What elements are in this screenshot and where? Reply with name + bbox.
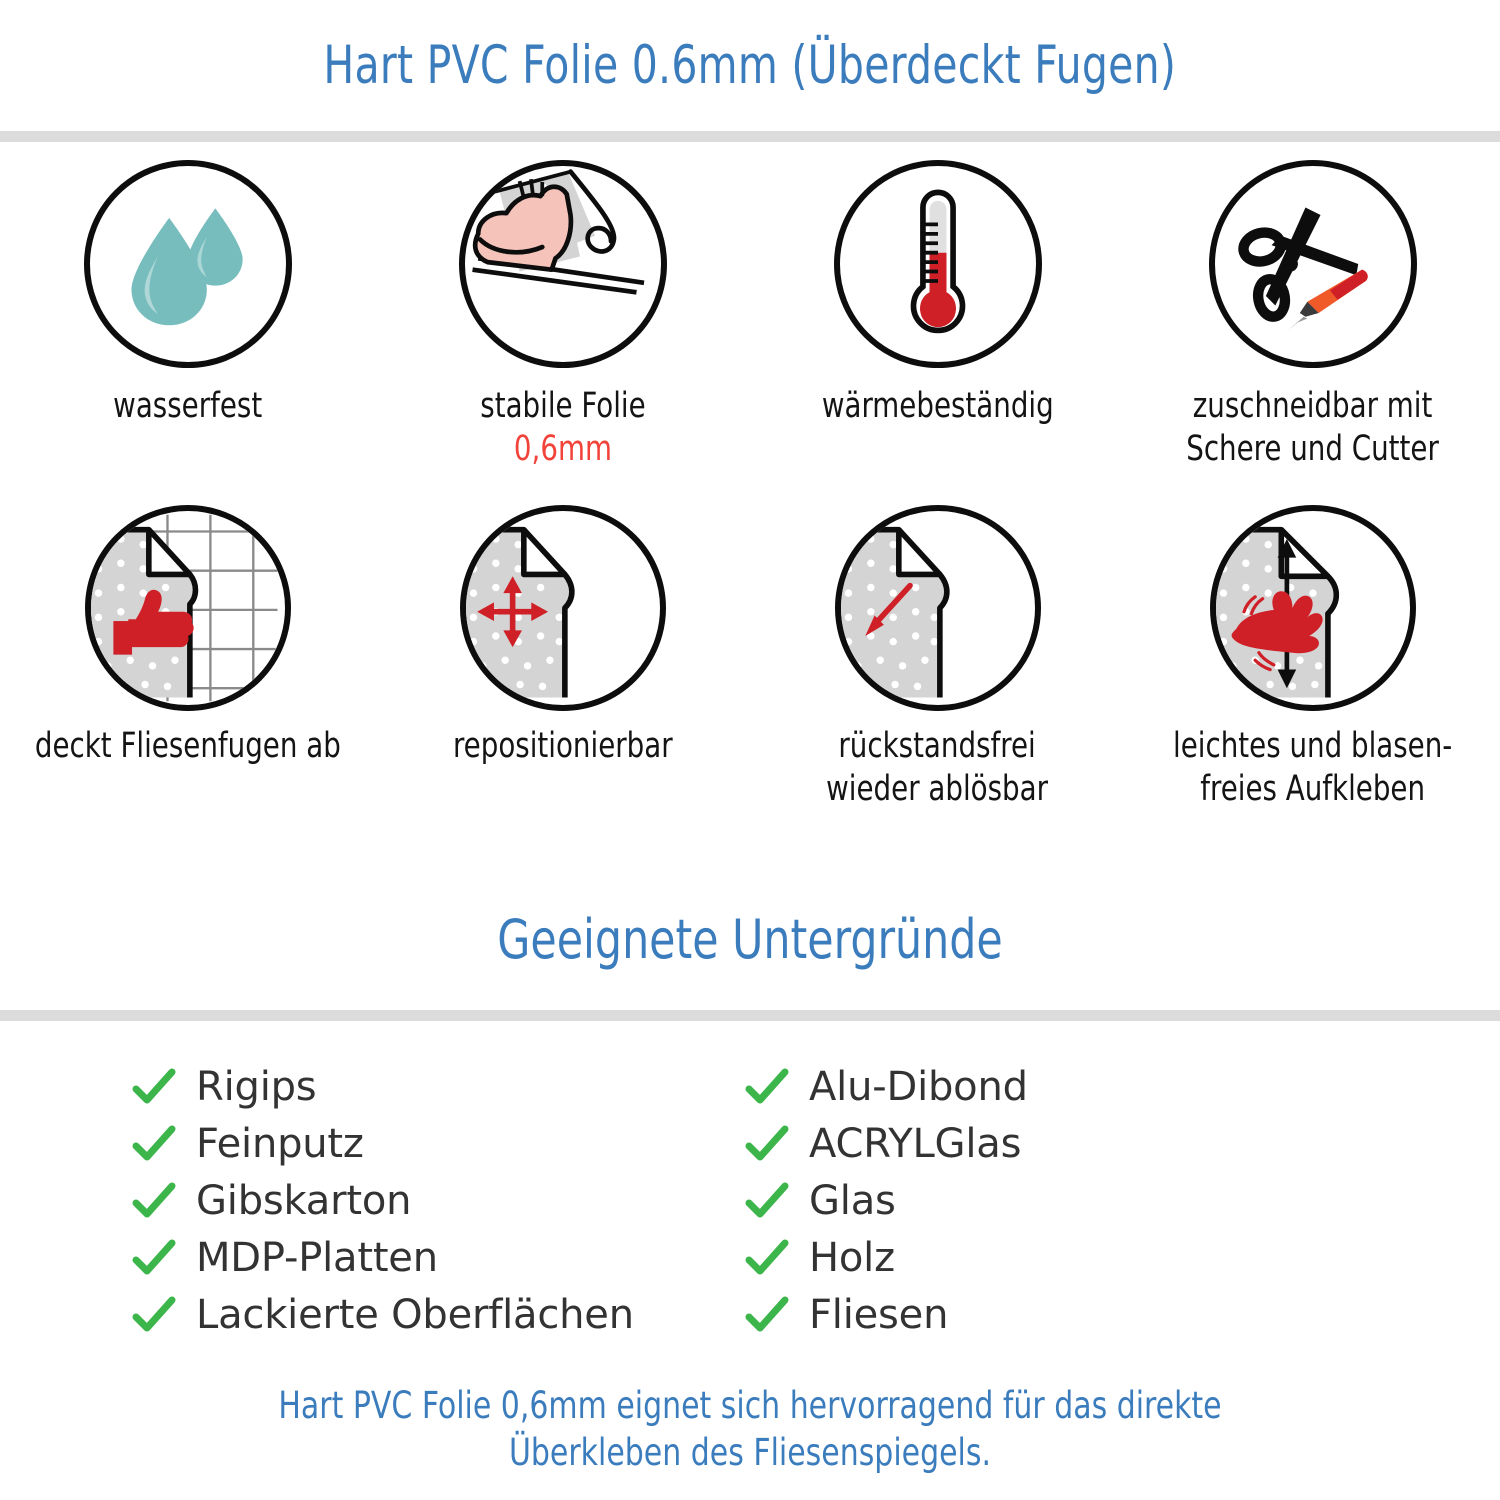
feature-label: leichtes und blasen- freies Aufkleben [1173,725,1452,810]
title-band: Hart PVC Folie 0.6mm (Überdeckt Fugen) [0,0,1500,131]
footer-line-2: Überkleben des Fliesenspiegels. [508,1431,992,1475]
footer-note: Hart PVC Folie 0,6mm eignet sich hervorr… [75,1382,1425,1477]
feature-label: rückstandsfrei wieder ablösbar [827,725,1049,810]
check-icon [745,1238,789,1278]
list-item: Rigips [132,1058,745,1115]
feature-label-line1: zuschneidbar mit [1192,386,1433,426]
feature-label: repositionierbar [452,726,673,766]
feature-label-line2: freies Aufkleben [1200,768,1425,809]
divider-top [0,131,1500,142]
smoothing-hand-foil-icon [1209,505,1416,711]
list-item-label: Glas [809,1177,896,1224]
substrate-checklists: Rigips Feinputz Gibskarton MDP-Platten [0,1058,1500,1343]
divider-bottom [0,1010,1500,1021]
feature-waermebestaendig: wärmebeständig [750,160,1125,505]
check-icon [132,1295,176,1335]
list-item: Lackierte Oberflächen [132,1286,745,1343]
list-item: MDP-Platten [132,1229,745,1286]
feature-row-1: wasserfest [0,160,1500,505]
list-item: Alu-Dibond [745,1058,1500,1115]
peel-arrow-foil-icon [834,505,1041,711]
list-item: Fliesen [745,1286,1500,1343]
thermometer-icon [833,160,1042,368]
checklist-column-left: Rigips Feinputz Gibskarton MDP-Platten [0,1058,745,1343]
list-item-label: ACRYLGlas [809,1120,1022,1167]
feature-label: wasserfest [112,386,263,426]
feature-sublabel: 0,6mm [513,428,612,469]
check-icon [132,1067,176,1107]
list-item: ACRYLGlas [745,1115,1500,1172]
section-heading-untergruende: Geeignete Untergründe [497,908,1003,971]
page-title: Hart PVC Folie 0.6mm (Überdeckt Fugen) [323,35,1177,96]
flexed-arm-foil-icon [458,160,667,368]
water-drops-icon [83,160,292,368]
list-item-label: Alu-Dibond [809,1063,1028,1110]
feature-label: deckt Fliesenfugen ab [34,726,341,766]
four-way-arrow-foil-icon [459,505,666,711]
list-item-label: Feinputz [196,1120,364,1167]
feature-row-2: deckt Fliesenfugen ab [0,505,1500,835]
list-item-label: Holz [809,1234,895,1281]
list-item: Glas [745,1172,1500,1229]
list-item: Feinputz [132,1115,745,1172]
checklist-column-right: Alu-Dibond ACRYLGlas Glas Holz [745,1058,1500,1343]
feature-stabile-folie: stabile Folie 0,6mm [375,160,750,505]
list-item-label: Lackierte Oberflächen [196,1291,634,1338]
feature-label-line2: Schere und Cutter [1186,428,1439,469]
list-item-label: Gibskarton [196,1177,412,1224]
list-item-label: MDP-Platten [196,1234,438,1281]
check-icon [745,1124,789,1164]
list-item: Gibskarton [132,1172,745,1229]
feature-repositionierbar: repositionierbar [375,505,750,835]
check-icon [745,1295,789,1335]
feature-grid: wasserfest [0,160,1500,835]
check-icon [132,1238,176,1278]
check-icon [132,1124,176,1164]
feature-label: stabile Folie 0,6mm [480,385,645,470]
feature-deckt-fliesenfugen: deckt Fliesenfugen ab [0,505,375,835]
feature-label-line1: rückstandsfrei [838,726,1037,766]
feature-label: wärmebeständig [821,386,1054,426]
feature-label-line1: leichtes und blasen- [1172,726,1453,766]
feature-label: zuschneidbar mit Schere und Cutter [1186,385,1439,470]
scissors-cutter-icon [1208,160,1417,368]
feature-rueckstandsfrei: rückstandsfrei wieder ablösbar [750,505,1125,835]
list-item: Holz [745,1229,1500,1286]
feature-label-text: stabile Folie [479,386,646,426]
check-icon [132,1181,176,1221]
list-item-label: Rigips [196,1063,317,1110]
check-icon [745,1067,789,1107]
feature-label-line2: wieder ablösbar [826,768,1049,809]
feature-wasserfest: wasserfest [0,160,375,505]
list-item-label: Fliesen [809,1291,949,1338]
feature-zuschneidbar: zuschneidbar mit Schere und Cutter [1125,160,1500,505]
thumbs-up-tile-foil-icon [84,505,291,711]
feature-blasenfreies-aufkleben: leichtes und blasen- freies Aufkleben [1125,505,1500,835]
footer-line-1: Hart PVC Folie 0,6mm eignet sich hervorr… [278,1384,1222,1427]
check-icon [745,1181,789,1221]
